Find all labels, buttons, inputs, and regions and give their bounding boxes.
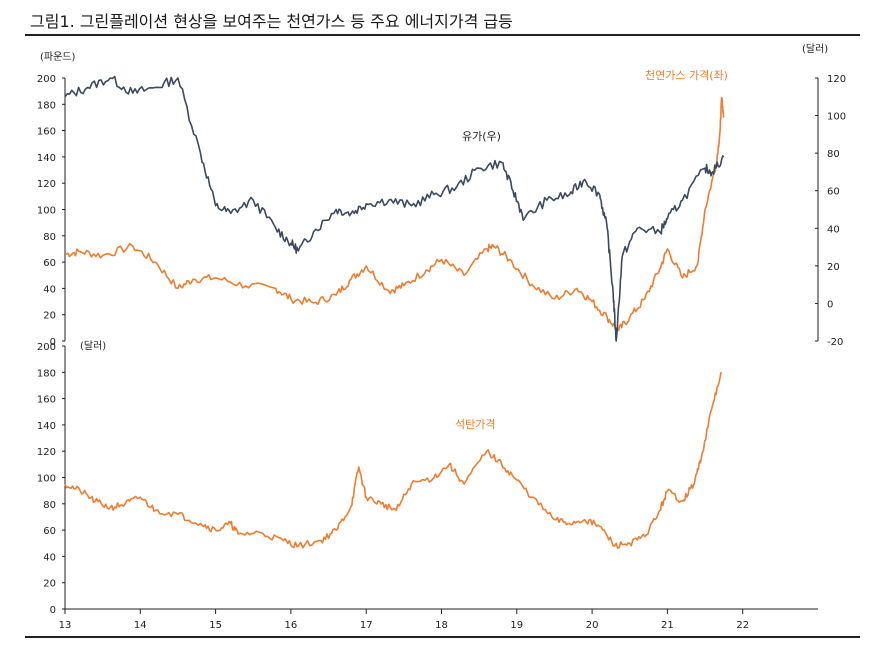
x-tick-label: 21 xyxy=(661,620,674,631)
top-right-tick-label: 80 xyxy=(827,149,840,160)
x-tick-label: 15 xyxy=(209,620,222,631)
x-tick-label: 18 xyxy=(435,620,448,631)
top-right-tick-label: 40 xyxy=(827,224,840,235)
bottom-left-tick-label: 140 xyxy=(37,421,56,432)
coal-series-label: 석탄가격 xyxy=(455,418,495,431)
top-right-tick-label: 0 xyxy=(827,299,833,310)
top-right-tick-label: 20 xyxy=(827,262,840,273)
top-left-tick-label: 100 xyxy=(37,206,56,217)
bottom-left-tick-label: 20 xyxy=(43,579,56,590)
bottom-rule xyxy=(25,636,860,638)
top-left-tick-label: 0 xyxy=(50,337,56,348)
top-left-tick-label: 200 xyxy=(37,74,56,85)
top-right-tick-label: -20 xyxy=(827,337,843,348)
x-tick-label: 13 xyxy=(59,620,72,631)
bottom-left-tick-label: 0 xyxy=(50,605,56,616)
top-right-unit: (달러) xyxy=(802,43,828,55)
coal-price-line xyxy=(64,371,723,549)
top-right-tick-label: 60 xyxy=(827,187,840,198)
x-tick-label: 22 xyxy=(736,620,749,631)
bottom-left-tick-label: 120 xyxy=(37,447,56,458)
top-left-tick-label: 60 xyxy=(43,258,56,269)
x-tick-label: 17 xyxy=(360,620,373,631)
bottom-left-unit: (달러) xyxy=(80,340,106,352)
x-tick-label: 19 xyxy=(510,620,523,631)
bottom-left-tick-label: 40 xyxy=(43,552,56,563)
top-left-tick-label: 120 xyxy=(37,179,56,190)
gas-price-line xyxy=(64,96,725,332)
x-tick-label: 20 xyxy=(586,620,599,631)
bottom-left-tick-label: 160 xyxy=(37,395,56,406)
oil-price-line xyxy=(64,75,725,342)
top-left-tick-label: 180 xyxy=(37,100,56,111)
bottom-left-tick-label: 60 xyxy=(43,526,56,537)
bottom-left-tick-label: 100 xyxy=(37,474,56,485)
top-rule xyxy=(25,34,860,36)
oil-series-label: 유가(우) xyxy=(462,130,501,143)
gas-series-label: 천연가스 가격(좌) xyxy=(645,68,728,82)
bottom-left-tick-label: 80 xyxy=(43,500,56,511)
top-right-tick-label: 120 xyxy=(827,74,846,85)
top-left-tick-label: 80 xyxy=(43,232,56,243)
top-left-tick-label: 40 xyxy=(43,284,56,295)
bottom-left-tick-label: 200 xyxy=(37,342,56,353)
top-left-unit: (파운드) xyxy=(40,51,76,63)
top-left-tick-label: 140 xyxy=(37,153,56,164)
x-tick-label: 16 xyxy=(285,620,298,631)
top-left-tick-label: 20 xyxy=(43,311,56,322)
top-right-tick-label: 100 xyxy=(827,112,846,123)
x-tick-label: 14 xyxy=(134,620,147,631)
figure-title: 그림1. 그린플레이션 현상을 보여주는 천연가스 등 주요 에너지가격 급등 xyxy=(30,12,513,31)
bottom-left-tick-label: 180 xyxy=(37,368,56,379)
top-left-tick-label: 160 xyxy=(37,127,56,138)
